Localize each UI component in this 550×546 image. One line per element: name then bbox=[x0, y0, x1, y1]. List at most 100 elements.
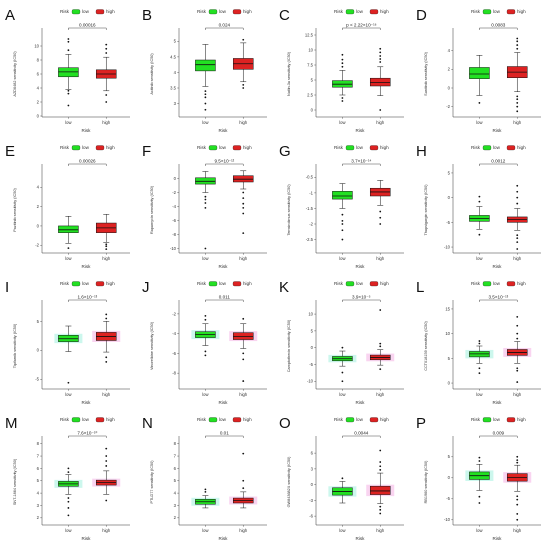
legend-swatch-high bbox=[506, 281, 516, 287]
box-high bbox=[506, 37, 528, 113]
outlier-point bbox=[516, 98, 519, 101]
outlier-point bbox=[516, 367, 519, 370]
legend-title: Risk bbox=[197, 145, 207, 150]
legend-label-high: high bbox=[106, 417, 115, 422]
legend-swatch-low bbox=[345, 145, 355, 151]
outlier-point bbox=[516, 234, 519, 237]
y-axis-label: Nutlin.3a sensitivity (IC50) bbox=[287, 51, 291, 96]
outlier-point bbox=[341, 213, 344, 216]
legend-label-high: high bbox=[243, 145, 252, 150]
y-axis-label: Temsirolimus sensitivity (IC50) bbox=[287, 184, 291, 236]
y-tick-label: 4 bbox=[37, 185, 40, 190]
y-tick-label: 3 bbox=[37, 503, 40, 508]
outlier-point bbox=[341, 100, 344, 102]
y-axis-label: CCT018159 sensitivity (IC50) bbox=[424, 320, 428, 370]
legend-label-high: high bbox=[517, 417, 526, 422]
y-tick-label: 5 bbox=[311, 77, 314, 82]
outlier-point bbox=[516, 315, 519, 318]
box-high bbox=[366, 309, 395, 371]
outlier-point bbox=[478, 195, 481, 198]
legend-label-high: high bbox=[380, 417, 389, 422]
outlier-point bbox=[341, 371, 344, 374]
y-tick-label: 0 bbox=[37, 223, 40, 228]
chart-panel-c: C Risk low high Nutlin.3a sensitivity (IC50)… bbox=[276, 2, 413, 138]
box-high bbox=[229, 452, 258, 509]
y-tick-label: -2 bbox=[35, 243, 39, 248]
outlier-point bbox=[204, 96, 207, 99]
y-tick-label: 2 bbox=[448, 67, 451, 72]
y-tick-label: -2 bbox=[172, 190, 176, 195]
outlier-point bbox=[516, 110, 519, 113]
y-tick-label: 2 bbox=[37, 99, 40, 104]
y-axis-label: Pazitinib sensitivity (IC50) bbox=[13, 188, 17, 232]
outlier-point bbox=[478, 460, 481, 462]
y-tick-label: 10 bbox=[34, 43, 39, 48]
chart-panel-l: L Risk low high CCT018159 sensitivity (IC50)… bbox=[413, 274, 550, 410]
p-value-label: 0.01 bbox=[220, 431, 229, 436]
outlier-point bbox=[67, 381, 70, 384]
x-tick-label: high bbox=[102, 392, 111, 397]
x-axis-label: Risk bbox=[219, 264, 229, 269]
outlier-point bbox=[242, 452, 245, 455]
chart-panel-j: J Risk low high Vinorelbine sensitivity (IC5… bbox=[139, 274, 276, 410]
legend-label-high: high bbox=[380, 145, 389, 150]
outlier-point bbox=[204, 350, 207, 353]
legend: Risk low high bbox=[471, 145, 526, 151]
outlier-point bbox=[105, 245, 108, 248]
x-axis-label: Risk bbox=[82, 264, 92, 269]
y-tick-label: 0 bbox=[311, 345, 314, 350]
legend: Risk low high bbox=[471, 417, 526, 423]
y-tick-label: 10 bbox=[308, 47, 313, 52]
y-tick-label: 8 bbox=[37, 57, 40, 62]
boxplot-svg: G Risk low high Temsirolimus sensitivity (IC… bbox=[279, 143, 404, 269]
x-tick-label: high bbox=[376, 392, 385, 397]
y-tick-label: 5 bbox=[448, 454, 451, 459]
outlier-point bbox=[379, 58, 382, 60]
outlier-point bbox=[204, 490, 207, 493]
outlier-point bbox=[105, 317, 108, 320]
outlier-point bbox=[478, 456, 481, 459]
panel-letter: E bbox=[5, 143, 15, 160]
x-axis-label: Risk bbox=[493, 128, 503, 133]
outlier-point bbox=[204, 488, 207, 491]
x-tick-label: high bbox=[376, 528, 385, 533]
outlier-point bbox=[204, 354, 207, 357]
outlier-point bbox=[105, 465, 108, 467]
x-tick-label: low bbox=[476, 120, 483, 125]
y-tick-label: -0.5 bbox=[306, 175, 314, 180]
outlier-point bbox=[105, 313, 108, 316]
outlier-point bbox=[204, 102, 207, 105]
outlier-point bbox=[341, 65, 344, 68]
outlier-point bbox=[67, 40, 70, 43]
outlier-point bbox=[105, 101, 108, 103]
legend: Risk low high bbox=[471, 9, 526, 15]
legend-swatch-high bbox=[369, 145, 379, 151]
y-tick-label: 3 bbox=[311, 466, 314, 471]
legend-swatch-high bbox=[232, 145, 242, 151]
y-tick-label: -8 bbox=[172, 232, 176, 237]
outlier-point bbox=[242, 380, 245, 382]
legend-label-high: high bbox=[380, 9, 389, 14]
legend-title: Risk bbox=[471, 9, 481, 14]
y-tick-label: 0 bbox=[174, 176, 177, 181]
y-tick-label: 7 bbox=[174, 453, 177, 458]
p-value-label: 0.0083 bbox=[491, 23, 505, 28]
legend: Risk low high bbox=[197, 145, 252, 151]
y-axis-label: Camptothecin sensitivity (IC50) bbox=[287, 319, 291, 372]
outlier-point bbox=[379, 51, 382, 54]
outlier-point bbox=[105, 43, 108, 46]
p-value-label: 0.024 bbox=[219, 23, 231, 28]
x-tick-label: high bbox=[513, 528, 522, 533]
outlier-point bbox=[516, 332, 519, 335]
panel-letter: J bbox=[142, 279, 150, 296]
outlier-point bbox=[478, 495, 481, 498]
outlier-point bbox=[341, 238, 344, 241]
p-value-label: 3.9×10⁻⁵ bbox=[352, 295, 371, 300]
legend: Risk low high bbox=[334, 9, 389, 15]
boxplot-svg: D Risk low high Sunitinib sensitivity (IC50)… bbox=[416, 7, 541, 133]
box-low bbox=[195, 44, 216, 111]
outlier-point bbox=[379, 345, 382, 348]
x-tick-label: high bbox=[239, 528, 248, 533]
box-high bbox=[232, 38, 254, 89]
legend-swatch-low bbox=[482, 9, 492, 15]
